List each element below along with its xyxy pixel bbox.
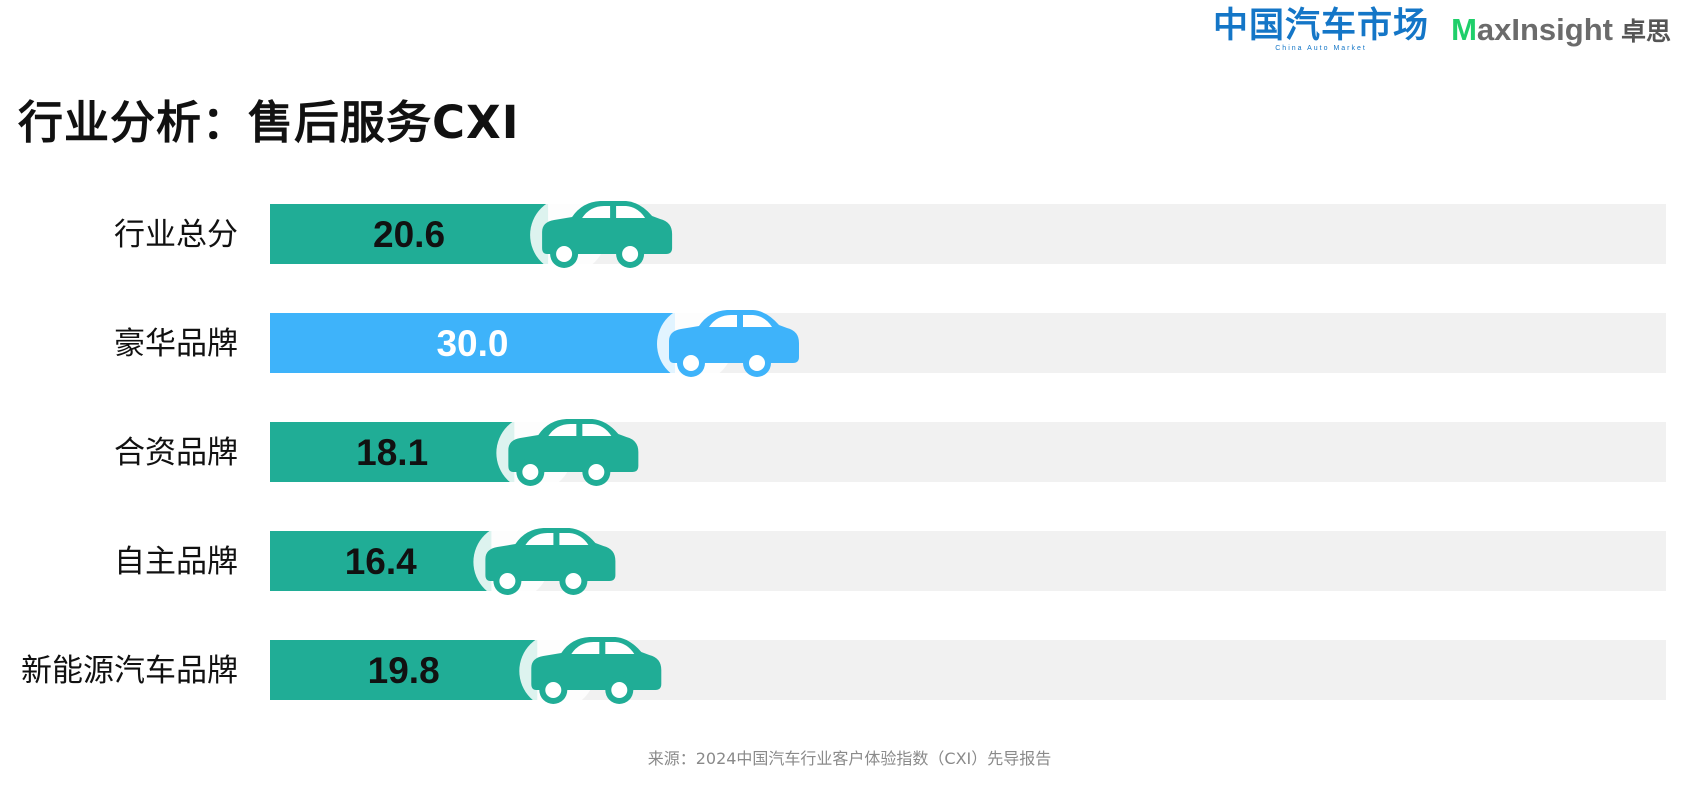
data-label: 16.4: [345, 541, 417, 582]
car-hub-front: [683, 355, 699, 371]
car-hub-front: [499, 573, 516, 589]
category-label: 新能源汽车品牌: [21, 653, 238, 689]
car-window-front: [709, 315, 737, 327]
maxinsight-logo: M axInsight 卓思: [1451, 12, 1671, 48]
car-icon: [530, 197, 673, 273]
car-window-rear: [582, 424, 612, 436]
car-hub-front: [556, 246, 573, 262]
car-hub-rear: [588, 464, 605, 480]
china-auto-market-logo: 中国汽车市场 China Auto Market: [1213, 5, 1430, 52]
value-bar: [270, 531, 492, 591]
value-bar: [270, 313, 675, 373]
cam-logo-subtext: China Auto Market: [1275, 44, 1367, 52]
car-window-front: [582, 206, 611, 218]
category-label: 自主品牌: [114, 544, 238, 580]
cam-logo-text: 中国汽车市场: [1213, 5, 1430, 46]
data-label: 30.0: [436, 323, 508, 364]
category-label: 合资品牌: [114, 435, 238, 471]
data-label: 19.8: [368, 650, 440, 691]
category-label: 豪华品牌: [114, 326, 238, 362]
value-bar: [270, 640, 538, 700]
car-window-front: [525, 533, 554, 545]
value-bar: [270, 422, 515, 482]
page-title: 行业分析：售后服务CXI: [18, 96, 520, 149]
car-hub-front: [545, 682, 562, 698]
car-icon: [496, 415, 639, 491]
car-hub-rear: [749, 355, 765, 371]
car-icon: [473, 524, 616, 600]
car-hub-front: [522, 464, 539, 480]
car-icon: [657, 306, 799, 382]
mi-logo-rest: axInsight: [1476, 12, 1613, 47]
car-window-rear: [559, 533, 589, 545]
car-hub-rear: [611, 682, 628, 698]
car-icon: [519, 633, 662, 709]
mi-logo-cn: 卓思: [1620, 17, 1671, 46]
car-hub-rear: [565, 573, 582, 589]
car-window-front: [548, 424, 577, 436]
car-window-front: [571, 642, 600, 654]
car-window-rear: [605, 642, 635, 654]
mi-logo-m: M: [1451, 12, 1477, 47]
car-window-rear: [616, 206, 646, 218]
data-label: 18.1: [356, 432, 428, 473]
data-label: 20.6: [373, 214, 445, 255]
car-hub-rear: [622, 246, 639, 262]
category-label: 行业总分: [114, 217, 238, 253]
value-bar: [270, 204, 549, 264]
car-window-rear: [743, 315, 772, 327]
source-note: 来源：2024中国汽车行业客户体验指数（CXI）先导报告: [647, 749, 1052, 768]
brand-logos: 中国汽车市场 China Auto Market M axInsight 卓思: [1213, 5, 1671, 52]
